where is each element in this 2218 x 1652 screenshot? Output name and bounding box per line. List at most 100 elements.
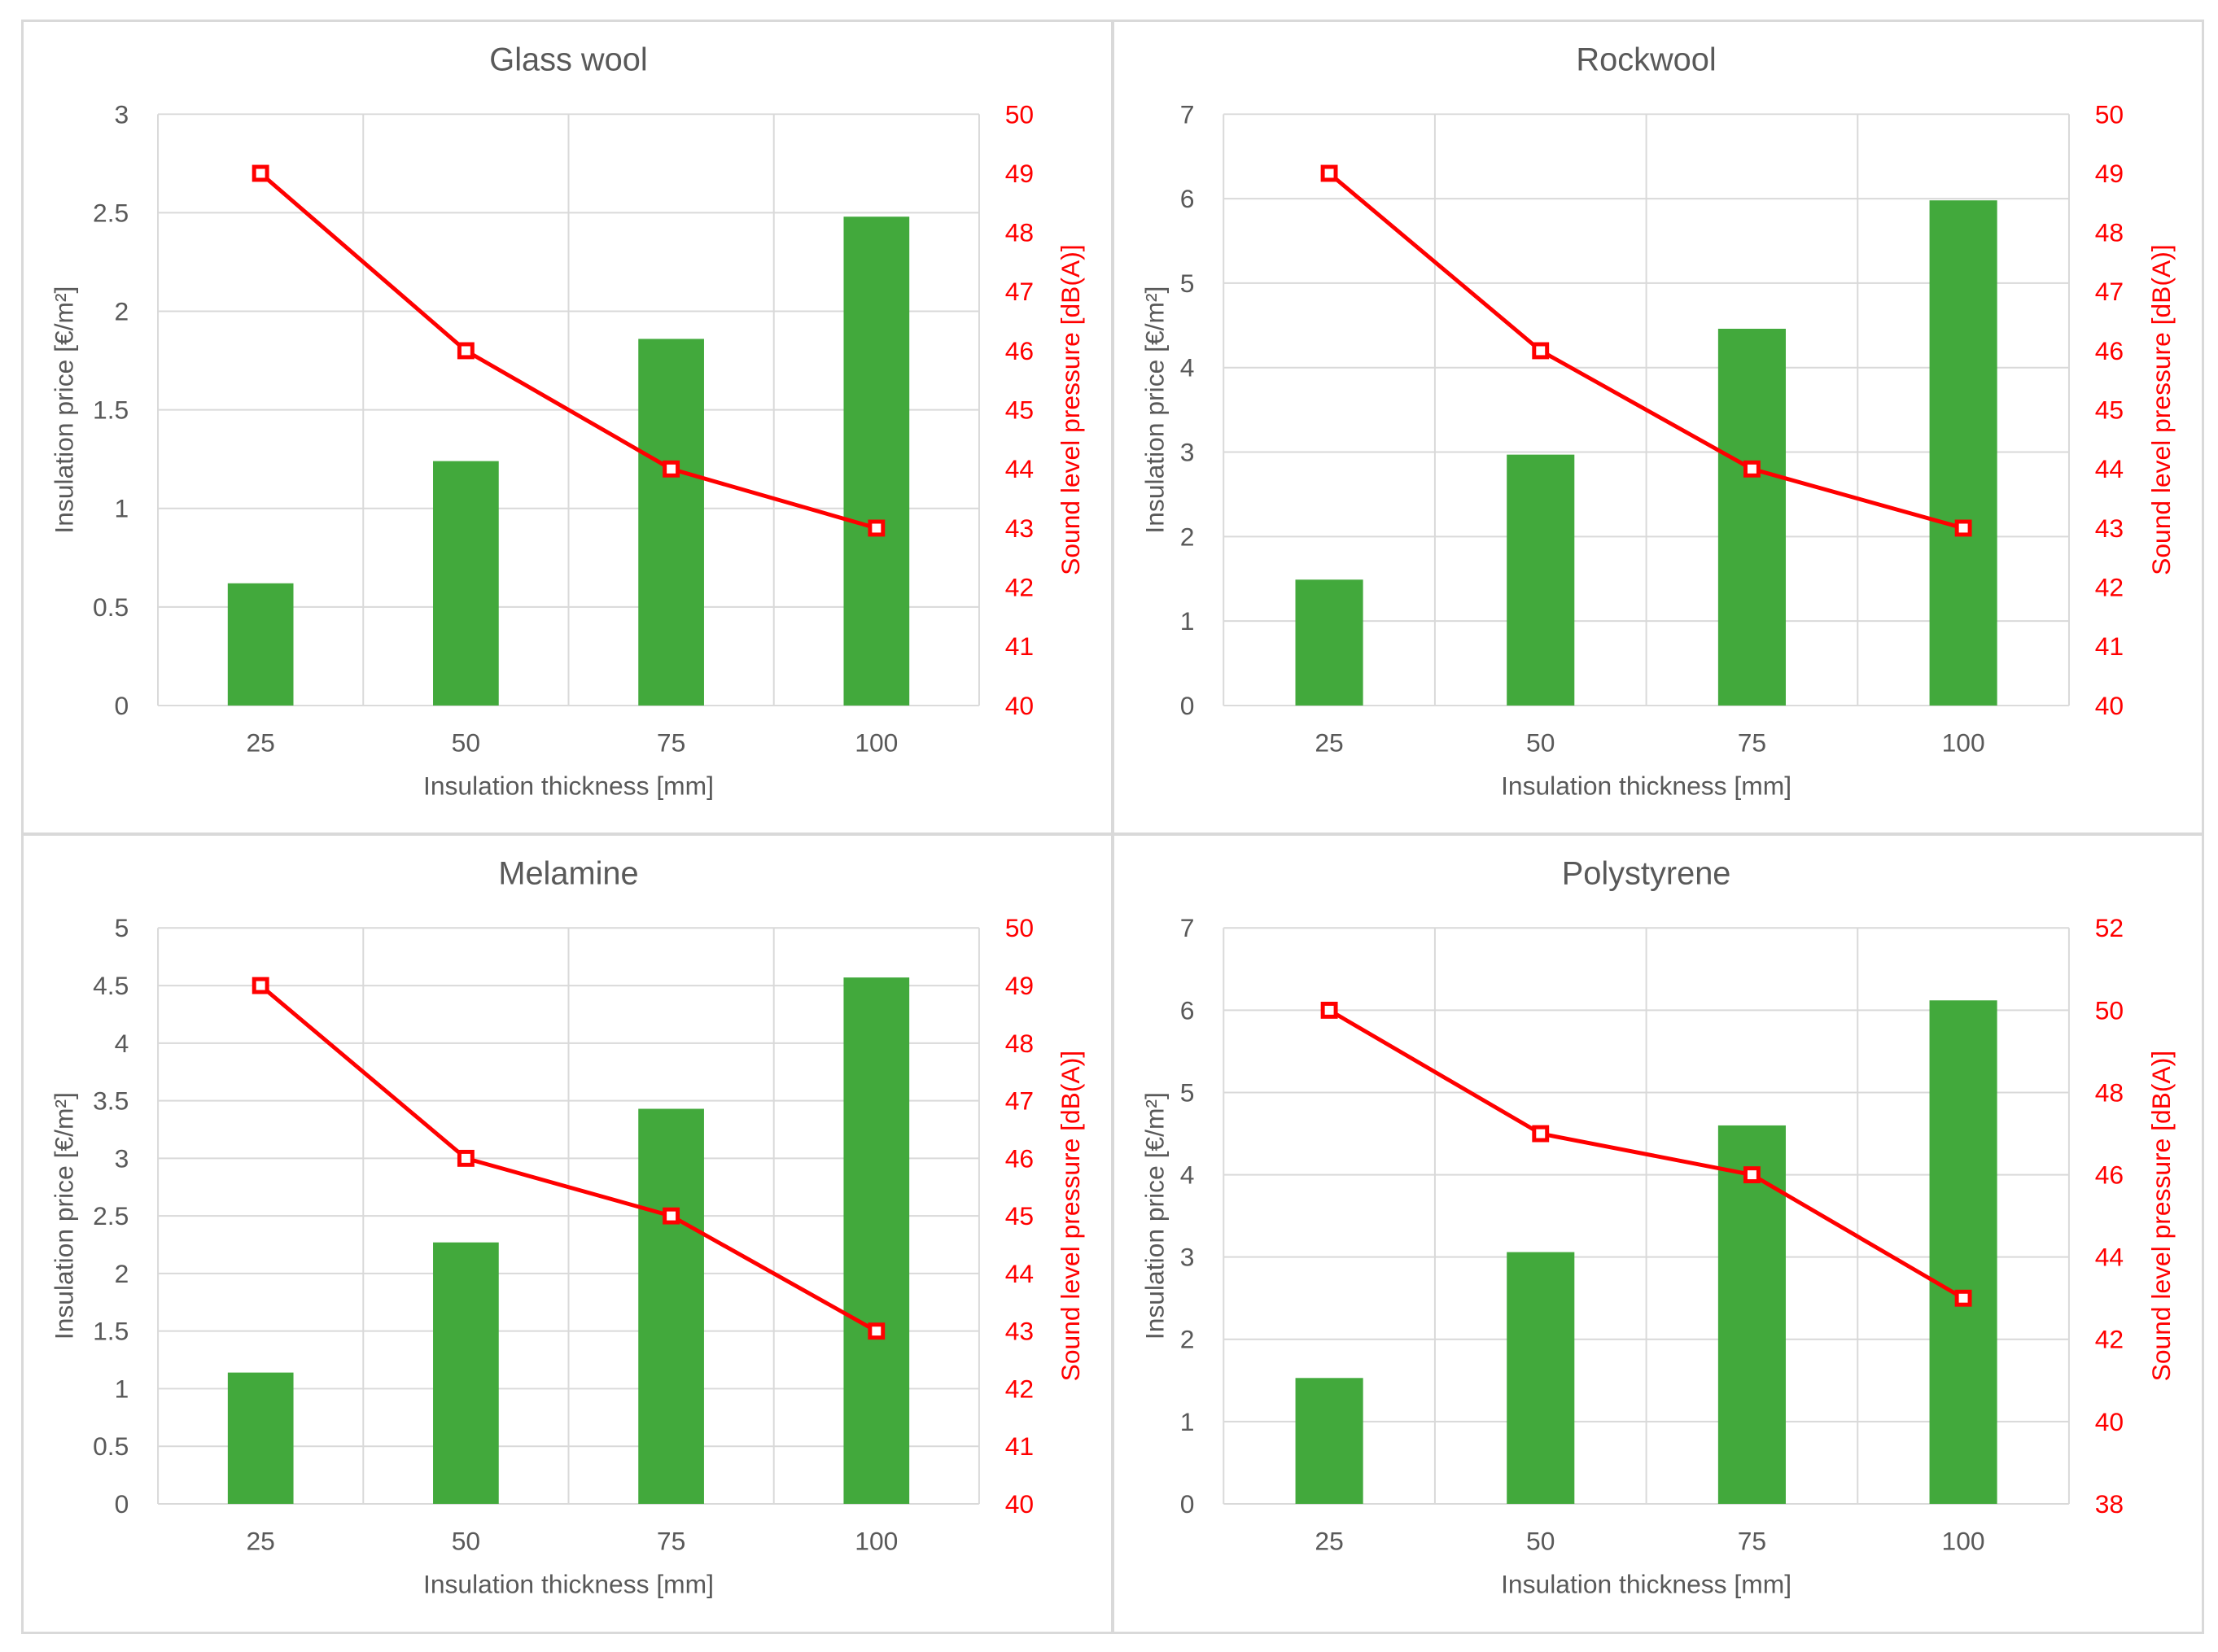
y-tick-label: 1 [115, 494, 129, 523]
x-tick-label: 100 [855, 1527, 898, 1556]
y2-tick-label: 45 [1005, 396, 1034, 425]
y-tick-label: 6 [1180, 995, 1195, 1025]
chart-polystyrene: Polystyrene 0 1 2 3 4 5 6 7 38 40 42 44 46 48 50 52 25 50 7… [1140, 856, 2176, 1599]
y2-tick-label: 43 [2095, 514, 2124, 543]
chart-title: Melamine [498, 856, 638, 892]
y2-tick-label: 42 [1005, 573, 1034, 602]
x-tick-label: 75 [1738, 1527, 1766, 1556]
x-tick-label: 50 [452, 728, 480, 758]
price-bar [1507, 454, 1575, 706]
y-tick-label: 5 [115, 913, 129, 942]
y2-tick-label: 40 [2095, 1407, 2124, 1436]
sound-level-marker [457, 342, 475, 360]
price-bar [227, 583, 294, 706]
x-tick-label: 75 [657, 1527, 685, 1556]
y2-tick-label: 40 [2095, 691, 2124, 720]
y2-tick-label: 48 [2095, 218, 2124, 247]
price-bar [1507, 1252, 1575, 1504]
y-tick-label: 0 [1180, 1489, 1195, 1519]
y2-tick-label: 41 [1005, 632, 1034, 661]
y2-tick-label: 43 [1005, 514, 1034, 543]
sound-level-marker [663, 1207, 680, 1225]
y-tick-label: 3 [115, 99, 129, 129]
sound-level-line [1328, 1008, 1965, 1300]
x-tick-label: 25 [1315, 728, 1343, 758]
y-tick-label: 0 [1180, 691, 1195, 720]
y2-tick-label: 42 [2095, 573, 2124, 602]
sound-level-marker [1320, 1001, 1338, 1019]
y2-tick-label: 46 [2095, 1160, 2124, 1190]
y2-tick-label: 46 [1005, 1143, 1034, 1173]
y2-tick-label: 44 [2095, 454, 2124, 483]
sound-level-marker [1954, 1289, 1972, 1307]
y2-tick-label: 38 [2095, 1489, 2124, 1519]
sound-level-marker [868, 519, 886, 537]
price-bar [433, 1242, 499, 1504]
chart-panel-glass-wool: Glass wool 0 0.5 1 1.5 2 2.5 3 40 41 42 43 44 45 46 47 4… [21, 20, 1113, 835]
x-tick-label: 50 [452, 1527, 480, 1556]
y-tick-label: 4 [1180, 353, 1195, 382]
price-bar [1717, 328, 1786, 706]
sound-level-marker [1320, 164, 1338, 182]
price-bar [1295, 1378, 1363, 1504]
x-tick-label: 50 [1526, 728, 1555, 758]
price-bar [227, 1372, 294, 1504]
y2-tick-label: 47 [1005, 277, 1034, 306]
y-tick-label: 0 [115, 1489, 129, 1519]
y2-tick-label: 48 [1005, 1029, 1034, 1058]
sound-level-marker [1743, 460, 1761, 478]
y-tick-label: 2 [115, 1259, 129, 1288]
x-tick-label: 75 [657, 728, 685, 758]
chart-rockwool: Rockwool01234567404142434445464748495025… [1140, 42, 2176, 801]
y2-tick-label: 42 [1005, 1374, 1034, 1403]
y-axis-label: Insulation price [€/m²] [1140, 1092, 1170, 1340]
y2-axis-label: Sound level pressure [dB(A)] [2146, 1051, 2176, 1382]
y2-tick-label: 44 [1005, 454, 1034, 483]
sound-level-marker [1532, 1125, 1550, 1143]
sound-level-marker [457, 1149, 475, 1167]
y-axis-label: Insulation price [€/m²] [1140, 286, 1170, 534]
y-tick-label: 3 [115, 1143, 129, 1173]
y-tick-label: 6 [1180, 184, 1195, 213]
y-tick-label: 1 [115, 1374, 129, 1403]
y2-tick-label: 50 [2095, 99, 2124, 129]
sound-level-marker [252, 977, 269, 994]
y2-tick-label: 52 [2095, 913, 2124, 942]
sound-level-marker [252, 164, 269, 182]
y2-tick-label: 43 [1005, 1317, 1034, 1346]
x-tick-label: 100 [1942, 1527, 1985, 1556]
y-tick-label: 1.5 [93, 396, 129, 425]
y2-tick-label: 40 [1005, 1489, 1034, 1519]
y2-tick-label: 45 [1005, 1201, 1034, 1230]
y-tick-label: 3 [1180, 1243, 1195, 1272]
y2-tick-label: 41 [2095, 632, 2124, 661]
x-tick-label: 25 [246, 1527, 274, 1556]
y2-tick-label: 41 [1005, 1431, 1034, 1461]
sound-level-marker [663, 460, 680, 478]
y2-tick-label: 44 [1005, 1259, 1034, 1288]
y2-tick-label: 49 [2095, 159, 2124, 188]
y-tick-label: 0 [115, 691, 129, 720]
y2-tick-label: 50 [1005, 913, 1034, 942]
price-bar [843, 977, 910, 1504]
y2-tick-label: 47 [2095, 277, 2124, 306]
y-tick-label: 7 [1180, 99, 1195, 129]
y-tick-label: 2 [1180, 1325, 1195, 1354]
chart-panel-polystyrene: Polystyrene 0 1 2 3 4 5 6 7 38 40 42 44 46 48 50 52 25 50 7… [1112, 833, 2204, 1634]
chart-panel-rockwool: Rockwool 0 1 2 3 4 5 6 7 40 41 42 43 44 45 46 47 48 49 50 25… [1112, 20, 2204, 835]
y-tick-label: 1 [1180, 1407, 1195, 1436]
chart-panel-melamine: Melamine 0 0.5 1 1.5 2 2.5 3 3.5 4 4.5 5 40 41 42 43 44 4… [21, 833, 1113, 1634]
x-axis-label: Insulation thickness [mm] [423, 771, 714, 800]
y2-tick-label: 49 [1005, 159, 1034, 188]
y-tick-label: 4.5 [93, 971, 129, 1000]
sound-level-line [259, 172, 877, 531]
chart-glass-wool: Glass wool 0 0.5 1 1.5 2 2.5 3 40 41 42 43 44 45 46 47 4… [50, 42, 1086, 801]
y-tick-label: 0.5 [93, 1431, 129, 1461]
x-tick-label: 100 [1942, 728, 1985, 758]
price-bar [1929, 200, 1997, 706]
x-tick-label: 100 [855, 728, 898, 758]
y-tick-label: 0.5 [93, 592, 129, 622]
y2-tick-label: 50 [1005, 99, 1034, 129]
y2-tick-label: 48 [2095, 1077, 2124, 1107]
y2-tick-label: 40 [1005, 691, 1034, 720]
